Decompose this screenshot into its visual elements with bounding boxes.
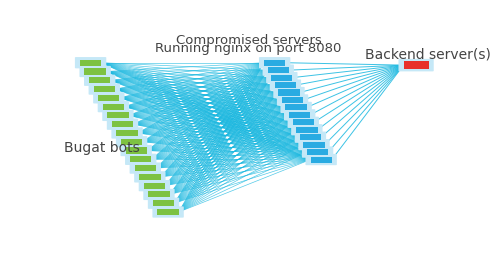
FancyBboxPatch shape <box>280 102 312 113</box>
FancyBboxPatch shape <box>398 59 434 71</box>
Text: Backend server(s): Backend server(s) <box>365 47 490 61</box>
FancyBboxPatch shape <box>126 148 147 154</box>
FancyBboxPatch shape <box>284 109 316 121</box>
FancyBboxPatch shape <box>138 180 170 191</box>
FancyBboxPatch shape <box>292 119 314 125</box>
FancyBboxPatch shape <box>116 130 138 136</box>
FancyBboxPatch shape <box>84 68 106 74</box>
FancyBboxPatch shape <box>75 57 106 68</box>
FancyBboxPatch shape <box>289 112 310 118</box>
FancyBboxPatch shape <box>262 64 294 76</box>
FancyBboxPatch shape <box>152 206 184 218</box>
FancyBboxPatch shape <box>268 67 289 73</box>
FancyBboxPatch shape <box>307 149 328 155</box>
FancyBboxPatch shape <box>88 83 120 95</box>
FancyBboxPatch shape <box>80 66 111 77</box>
Text: Compromised servers: Compromised servers <box>176 34 322 47</box>
FancyBboxPatch shape <box>259 57 290 68</box>
FancyBboxPatch shape <box>130 156 152 162</box>
FancyBboxPatch shape <box>121 139 142 145</box>
FancyBboxPatch shape <box>288 117 319 128</box>
FancyBboxPatch shape <box>404 62 428 69</box>
FancyBboxPatch shape <box>120 145 152 156</box>
FancyBboxPatch shape <box>274 82 296 88</box>
FancyBboxPatch shape <box>282 97 303 103</box>
FancyBboxPatch shape <box>304 142 324 148</box>
FancyBboxPatch shape <box>271 75 292 81</box>
FancyBboxPatch shape <box>144 189 174 200</box>
FancyBboxPatch shape <box>306 154 337 165</box>
FancyBboxPatch shape <box>108 112 128 118</box>
FancyBboxPatch shape <box>130 162 161 174</box>
FancyBboxPatch shape <box>300 134 321 140</box>
FancyBboxPatch shape <box>107 118 138 130</box>
FancyBboxPatch shape <box>98 101 129 112</box>
FancyBboxPatch shape <box>278 90 299 96</box>
FancyBboxPatch shape <box>134 171 166 183</box>
FancyBboxPatch shape <box>296 127 318 133</box>
FancyBboxPatch shape <box>112 121 133 127</box>
FancyBboxPatch shape <box>158 209 179 215</box>
FancyBboxPatch shape <box>102 103 124 110</box>
FancyBboxPatch shape <box>148 192 170 198</box>
FancyBboxPatch shape <box>266 72 298 83</box>
FancyBboxPatch shape <box>125 154 156 165</box>
FancyBboxPatch shape <box>144 183 165 189</box>
Text: Running nginx on port 8080: Running nginx on port 8080 <box>156 42 342 55</box>
FancyBboxPatch shape <box>310 156 332 162</box>
FancyBboxPatch shape <box>93 92 124 103</box>
FancyBboxPatch shape <box>102 110 134 121</box>
FancyBboxPatch shape <box>286 104 307 110</box>
Text: Bugat bots: Bugat bots <box>64 141 140 155</box>
FancyBboxPatch shape <box>98 95 120 101</box>
FancyBboxPatch shape <box>270 79 301 91</box>
FancyBboxPatch shape <box>80 60 101 66</box>
FancyBboxPatch shape <box>134 165 156 171</box>
FancyBboxPatch shape <box>89 77 110 83</box>
FancyBboxPatch shape <box>291 124 322 135</box>
FancyBboxPatch shape <box>264 60 285 66</box>
FancyBboxPatch shape <box>112 127 143 139</box>
FancyBboxPatch shape <box>94 86 115 92</box>
FancyBboxPatch shape <box>148 198 179 209</box>
FancyBboxPatch shape <box>294 132 326 143</box>
FancyBboxPatch shape <box>84 75 116 86</box>
FancyBboxPatch shape <box>274 87 304 98</box>
FancyBboxPatch shape <box>302 146 334 158</box>
FancyBboxPatch shape <box>153 200 174 206</box>
FancyBboxPatch shape <box>277 94 308 106</box>
FancyBboxPatch shape <box>298 139 330 150</box>
FancyBboxPatch shape <box>116 136 148 148</box>
FancyBboxPatch shape <box>139 174 160 180</box>
